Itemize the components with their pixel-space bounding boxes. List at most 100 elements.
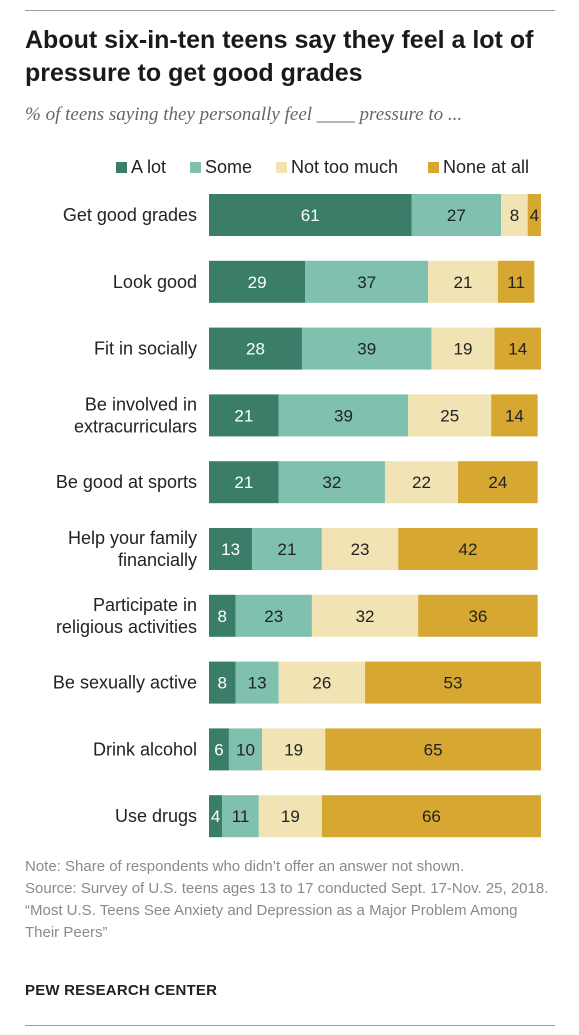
bar-fit-in-socially-some xyxy=(301,327,432,370)
value-label-look-good-some: 37 xyxy=(357,273,376,292)
value-label-get-good-grades-not-too-much: 8 xyxy=(510,206,519,225)
note-text: Note: Share of respondents who didn’t of… xyxy=(25,858,465,875)
value-label-participate-in-religious-activities-a-lot: 8 xyxy=(218,607,227,626)
chart-subtitle: % of teens saying they personally feel _… xyxy=(25,104,463,125)
value-label-drink-alcohol-not-too-much: 19 xyxy=(284,740,303,759)
bar-be-sexually-active-some xyxy=(235,661,279,704)
legend-label-none-at-all: None at all xyxy=(443,157,530,177)
value-label-use-drugs-none-at-all: 66 xyxy=(422,807,441,826)
bar-look-good-not-too-much xyxy=(428,260,498,303)
bar-be-good-at-sports-not-too-much xyxy=(384,461,458,504)
bar-fit-in-socially-none-at-all xyxy=(494,327,541,370)
category-label-be-good-at-sports: Be good at sports xyxy=(56,472,197,492)
value-label-participate-in-religious-activities-not-too-much: 32 xyxy=(356,607,375,626)
category-label-be-sexually-active: Be sexually active xyxy=(53,673,197,693)
value-label-get-good-grades-none-at-all: 4 xyxy=(530,206,539,225)
value-label-be-good-at-sports-some: 32 xyxy=(322,473,341,492)
bar-fit-in-socially-a-lot xyxy=(209,327,302,370)
bar-drink-alcohol-not-too-much xyxy=(262,728,326,771)
bar-use-drugs-some xyxy=(222,795,259,838)
value-label-help-your-family-financially-none-at-all: 42 xyxy=(458,540,477,559)
legend-item-none-at-all: None at all xyxy=(428,155,529,179)
legend-swatch-a-lot xyxy=(116,162,127,173)
bar-look-good-some xyxy=(305,260,429,303)
bar-use-drugs-a-lot xyxy=(209,795,223,838)
bottom-rule xyxy=(25,1025,555,1026)
value-label-help-your-family-financially-a-lot: 13 xyxy=(221,540,240,559)
value-label-be-sexually-active-a-lot: 8 xyxy=(218,674,227,693)
value-label-get-good-grades-a-lot: 61 xyxy=(301,206,320,225)
bar-get-good-grades-not-too-much xyxy=(501,194,528,236)
category-label-get-good-grades: Get good grades xyxy=(63,205,197,225)
legend-label-some: Some xyxy=(205,157,253,177)
bar-fit-in-socially-not-too-much xyxy=(431,327,495,370)
bar-help-your-family-financially-some xyxy=(252,528,322,570)
category-label-participate-in-religious-activities: Participate in religious activities xyxy=(56,595,197,637)
category-label-drink-alcohol: Drink alcohol xyxy=(93,739,197,759)
category-label-use-drugs: Use drugs xyxy=(115,806,197,826)
value-label-be-good-at-sports-not-too-much: 22 xyxy=(412,473,431,492)
value-label-be-involved-in-extracurriculars-some: 39 xyxy=(334,406,353,425)
bar-be-sexually-active-none-at-all xyxy=(365,661,541,704)
bar-look-good-a-lot xyxy=(209,260,306,303)
bar-help-your-family-financially-not-too-much xyxy=(321,528,399,570)
bar-help-your-family-financially-none-at-all xyxy=(398,528,538,570)
bar-help-your-family-financially-a-lot xyxy=(209,528,253,570)
bar-get-good-grades-some xyxy=(411,194,502,236)
category-label-look-good: Look good xyxy=(113,272,197,292)
value-label-participate-in-religious-activities-none-at-all: 36 xyxy=(468,607,487,626)
bar-be-involved-in-extracurriculars-some xyxy=(278,394,409,437)
category-label-help-your-family-financially: Help your family financially xyxy=(68,528,197,570)
legend-swatch-none-at-all xyxy=(428,162,439,173)
bar-participate-in-religious-activities-some xyxy=(235,594,312,637)
value-label-drink-alcohol-some: 10 xyxy=(236,740,255,759)
value-label-use-drugs-not-too-much: 19 xyxy=(281,807,300,826)
value-label-fit-in-socially-some: 39 xyxy=(357,340,376,359)
legend-label-not-too-much: Not too much xyxy=(291,157,399,177)
value-label-be-good-at-sports-a-lot: 21 xyxy=(234,473,253,492)
top-rule xyxy=(25,10,555,11)
value-label-drink-alcohol-a-lot: 6 xyxy=(214,740,223,759)
bar-get-good-grades-a-lot xyxy=(209,194,412,236)
bar-participate-in-religious-activities-none-at-all xyxy=(418,594,538,637)
value-label-drink-alcohol-none-at-all: 65 xyxy=(424,740,443,759)
source-text: Source: Survey of U.S. teens ages 13 to … xyxy=(25,880,549,897)
value-label-be-involved-in-extracurriculars-not-too-much: 25 xyxy=(440,406,459,425)
bar-get-good-grades-none-at-all xyxy=(527,194,541,236)
legend-swatch-not-too-much xyxy=(276,162,287,173)
category-label-be-involved-in-extracurriculars: Be involved in extracurriculars xyxy=(74,394,197,436)
value-label-use-drugs-some: 11 xyxy=(232,807,250,826)
value-label-look-good-a-lot: 29 xyxy=(248,273,267,292)
value-label-help-your-family-financially-not-too-much: 23 xyxy=(351,540,370,559)
bar-drink-alcohol-a-lot xyxy=(209,728,229,771)
bar-drink-alcohol-some xyxy=(228,728,263,771)
value-label-look-good-none-at-all: 11 xyxy=(507,273,525,292)
value-label-look-good-not-too-much: 21 xyxy=(454,273,473,292)
bar-be-involved-in-extracurriculars-none-at-all xyxy=(491,394,538,437)
report-title-text: “Most U.S. Teens See Anxiety and Depress… xyxy=(25,902,518,941)
notes: Note: Share of respondents who didn’t of… xyxy=(25,856,555,944)
chart-title: About six-in-ten teens say they feel a l… xyxy=(25,26,534,87)
bar-be-sexually-active-a-lot xyxy=(209,661,236,704)
value-label-be-sexually-active-some: 13 xyxy=(248,674,267,693)
legend-item-not-too-much: Not too much xyxy=(276,155,398,179)
legend-item-some: Some xyxy=(190,155,252,179)
bar-be-good-at-sports-some xyxy=(278,461,385,504)
value-label-be-good-at-sports-none-at-all: 24 xyxy=(488,473,507,492)
category-label-fit-in-socially: Fit in socially xyxy=(94,339,197,359)
value-label-be-sexually-active-not-too-much: 26 xyxy=(312,674,331,693)
bar-drink-alcohol-none-at-all xyxy=(325,728,541,771)
value-label-be-involved-in-extracurriculars-a-lot: 21 xyxy=(234,406,253,425)
value-label-use-drugs-a-lot: 4 xyxy=(211,807,220,826)
bar-be-sexually-active-not-too-much xyxy=(278,661,366,704)
bar-look-good-none-at-all xyxy=(497,260,535,303)
bar-be-good-at-sports-none-at-all xyxy=(458,461,538,504)
bar-participate-in-religious-activities-a-lot xyxy=(209,594,236,637)
bar-be-involved-in-extracurriculars-a-lot xyxy=(209,394,279,437)
bar-use-drugs-not-too-much xyxy=(258,795,322,838)
bar-participate-in-religious-activities-not-too-much xyxy=(311,594,419,637)
value-label-be-involved-in-extracurriculars-none-at-all: 14 xyxy=(505,406,524,425)
value-label-help-your-family-financially-some: 21 xyxy=(278,540,297,559)
value-label-fit-in-socially-not-too-much: 19 xyxy=(454,340,473,359)
